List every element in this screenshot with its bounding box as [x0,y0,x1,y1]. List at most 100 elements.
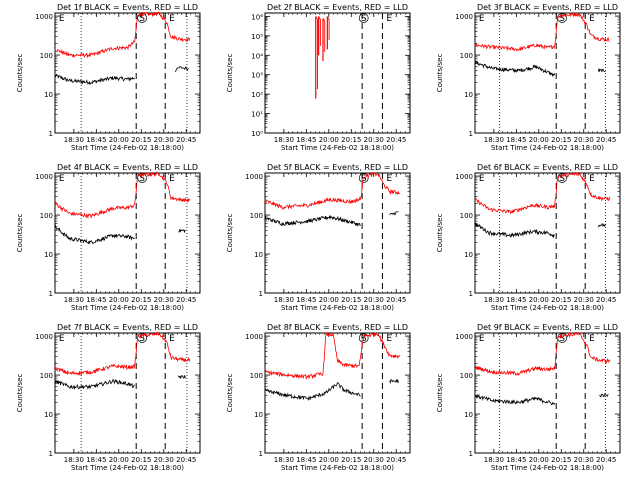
marker-e: E [169,334,175,344]
y-tick-label: 100 [40,52,53,60]
x-tick-label: 20:15 [341,456,361,464]
marker-s: S [139,174,145,184]
x-tick-label: 18:45 [506,296,526,304]
lld-series-line [264,331,401,380]
y-tick-label: 100 [250,372,263,380]
x-tick-label: 20:30 [154,136,174,144]
plot-frame [54,12,201,134]
x-tick-label: 18:45 [296,136,316,144]
panel-title: Det 2f BLACK = Events, RED = LLD [267,3,408,12]
plot-frame [264,172,411,294]
x-tick-label: 20:15 [551,296,571,304]
x-tick-label: 18:45 [86,296,106,304]
lld-series-line [474,171,611,214]
y-tick-label: 1 [259,450,263,458]
events-series-tail [597,223,606,228]
marker-e: E [479,334,485,344]
lld-series-line [54,331,191,376]
marker-s: S [559,14,565,24]
y-axis-label: Counts/sec [436,214,444,253]
events-series-tail [177,374,186,380]
x-tick-label: 20:15 [131,296,151,304]
x-axis-label: Start Time (24-Feb-02 18:18:00) [71,464,184,472]
panel-title: Det 9f BLACK = Events, RED = LLD [477,323,618,332]
y-tick-label: 100 [40,372,53,380]
panel-title: Det 1f BLACK = Events, RED = LLD [57,3,198,12]
y-tick-label: 1000 [245,173,263,181]
lld-series-line [474,11,611,52]
x-tick-label: 20:30 [154,456,174,464]
x-tick-label: 18:30 [274,456,294,464]
x-tick-label: 20:00 [319,456,339,464]
lld-spike-shape [322,18,326,52]
x-axis-label: Start Time (24-Feb-02 18:18:00) [281,144,394,152]
events-series-line [474,60,556,78]
lld-spike-shape [326,16,330,41]
lld-spike-shape [315,16,318,90]
x-tick-label: 18:45 [296,456,316,464]
x-tick-label: 20:45 [176,136,196,144]
lld-series-line [54,171,191,219]
y-tick-label: 1000 [35,333,53,341]
x-tick-label: 18:45 [86,136,106,144]
x-tick-label: 20:45 [176,296,196,304]
y-tick-label: 100 [250,212,263,220]
panel-title: Det 4f BLACK = Events, RED = LLD [57,163,198,172]
x-tick-label: 18:45 [506,456,526,464]
y-tick-label: 10⁶ [251,13,263,21]
events-series-line [54,73,136,86]
panel-title: Det 6f BLACK = Events, RED = LLD [477,163,618,172]
y-tick-label: 1 [49,290,53,298]
x-tick-label: 20:30 [364,296,384,304]
marker-e: E [169,14,175,24]
lld-spike-shape [318,16,321,47]
panel-det-1: Det 1f BLACK = Events, RED = LLD 1 10 100 10… [16,3,201,152]
y-axis-label: Counts/sec [436,54,444,93]
marker-e: E [386,334,392,344]
marker-circle [358,173,369,183]
panel-det-3: Det 3f BLACK = Events, RED = LLD 1 10 100 10… [436,3,621,152]
plot-frame [474,172,621,294]
y-tick-label: 10¹ [251,111,263,119]
marker-e: E [589,174,595,184]
x-tick-label: 18:30 [274,136,294,144]
y-tick-label: 10 [44,91,53,99]
marker-e: E [169,174,175,184]
marker-e: E [589,14,595,24]
panel-title: Det 5f BLACK = Events, RED = LLD [267,163,408,172]
marker-e: E [479,174,485,184]
panel-det-7: Det 7f BLACK = Events, RED = LLD 1 10 100 10… [16,323,201,472]
plot-frame [54,172,201,294]
panel-title: Det 7f BLACK = Events, RED = LLD [57,323,198,332]
x-axis-label: Start Time (24-Feb-02 18:18:00) [71,144,184,152]
x-tick-label: 20:45 [386,296,406,304]
marker-s: S [361,14,367,24]
x-axis-label: Start Time (24-Feb-02 18:18:00) [71,304,184,312]
x-tick-label: 18:30 [484,296,504,304]
x-tick-label: 20:15 [341,296,361,304]
x-tick-label: 20:15 [131,136,151,144]
x-axis-label: Start Time (24-Feb-02 18:18:00) [281,304,394,312]
y-tick-label: 1 [49,130,53,138]
x-tick-label: 20:45 [386,456,406,464]
x-tick-label: 18:30 [484,456,504,464]
marker-e: E [386,14,392,24]
y-tick-label: 10 [254,411,263,419]
events-series-line [54,224,135,245]
y-tick-label: 1000 [455,13,473,21]
events-series-tail [178,229,186,234]
events-series-line [474,393,556,406]
events-series-line [474,222,555,239]
events-series-tail [389,378,399,385]
y-tick-label: 1000 [35,173,53,181]
panel-det-4: Det 4f BLACK = Events, RED = LLD 1 10 100 10… [16,163,201,312]
y-tick-label: 10 [464,91,473,99]
lld-series-line [264,171,401,210]
y-tick-label: 1000 [455,333,473,341]
marker-e: E [59,334,65,344]
x-tick-label: 20:00 [529,456,549,464]
x-tick-label: 20:30 [364,456,384,464]
y-tick-label: 100 [460,212,473,220]
marker-s: S [361,174,367,184]
